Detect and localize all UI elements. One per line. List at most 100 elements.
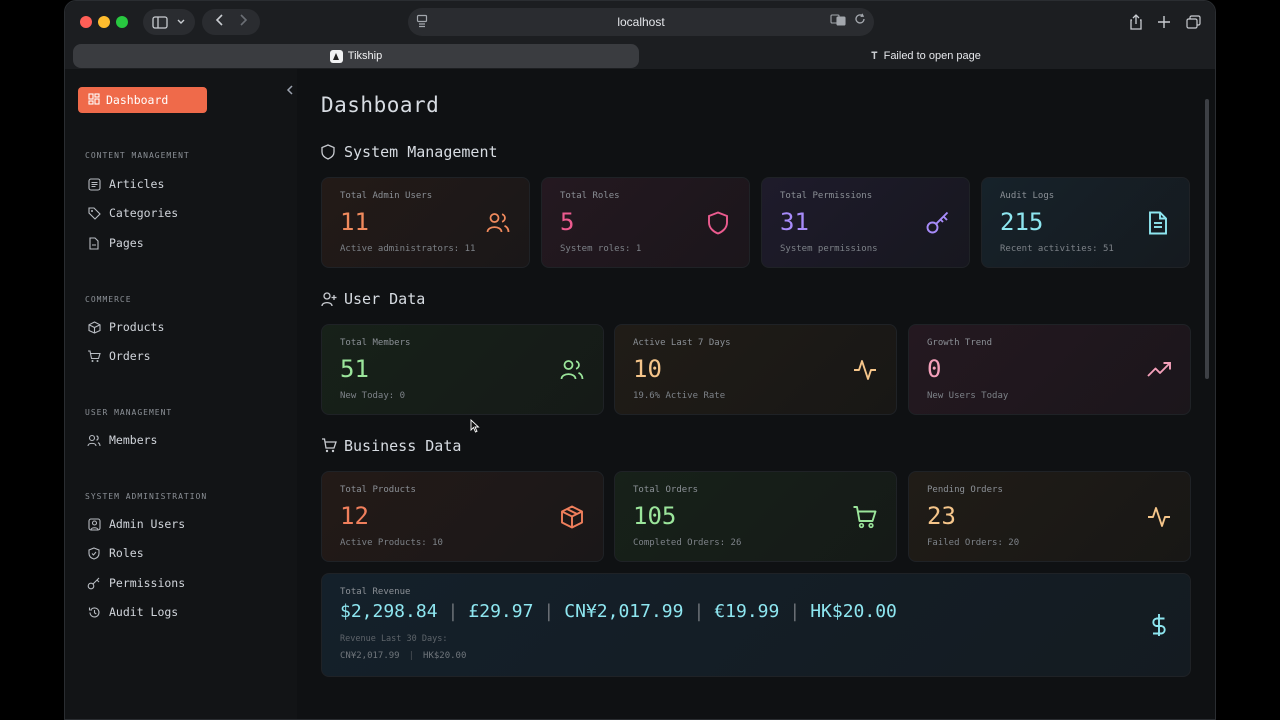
- users-icon: [560, 360, 584, 380]
- sidebar-item-label: Roles: [109, 546, 144, 560]
- sidebar-item-label: Articles: [109, 177, 165, 191]
- stat-value: 10: [633, 355, 662, 383]
- stat-card-permissions[interactable]: Total Permissions 31 System permissions: [761, 177, 970, 268]
- forward-button[interactable]: [233, 14, 253, 30]
- user-plus-icon: [321, 291, 337, 307]
- stat-card-total-products[interactable]: Total Products 12 Active Products: 10: [321, 471, 604, 562]
- sidebar-item-orders[interactable]: Orders: [87, 349, 151, 363]
- sidebar-item-audit-logs[interactable]: Audit Logs: [87, 605, 178, 619]
- stat-subtext: Completed Orders: 26: [633, 538, 742, 548]
- page-icon: [416, 14, 430, 28]
- section-title: User Data: [344, 290, 426, 308]
- browser-window: localhost Tikship 𝐓 Failed to open page: [64, 0, 1216, 720]
- chevron-left-icon: [286, 85, 293, 95]
- sidebar-item-members[interactable]: Members: [87, 433, 157, 447]
- stat-subtext: Active Products: 10: [340, 538, 443, 548]
- box-icon: [561, 505, 583, 529]
- zoom-window-button[interactable]: [116, 16, 128, 28]
- sidebar-item-categories[interactable]: Categories: [87, 206, 178, 220]
- separator: |: [543, 601, 555, 622]
- box-icon: [87, 320, 101, 334]
- stat-label: Growth Trend: [927, 338, 993, 348]
- cart-icon: [321, 438, 337, 454]
- tab-overview-button[interactable]: [1180, 9, 1206, 35]
- stat-card-total-orders[interactable]: Total Orders 105 Completed Orders: 26: [614, 471, 897, 562]
- revenue-label: Total Revenue: [340, 587, 411, 597]
- stat-label: Audit Logs: [1000, 191, 1055, 201]
- reload-icon[interactable]: [854, 13, 866, 28]
- collapse-sidebar-button[interactable]: [286, 84, 294, 99]
- stat-card-roles[interactable]: Total Roles 5 System roles: 1: [541, 177, 750, 268]
- stat-value: 0: [927, 355, 942, 383]
- sidebar: Dashboard CONTENT MANAGEMENT Articles Ca…: [65, 69, 297, 719]
- share-icon: [1130, 14, 1142, 30]
- scrollbar[interactable]: [1205, 99, 1209, 379]
- user-square-icon: [87, 517, 101, 531]
- sidebar-item-label: Admin Users: [109, 517, 186, 531]
- chevron-down-icon: [177, 19, 185, 24]
- shield-icon: [321, 144, 337, 160]
- tab-failed[interactable]: 𝐓 Failed to open page: [643, 44, 1209, 68]
- stat-value: 5: [560, 208, 575, 236]
- revenue-card[interactable]: Total Revenue $2,298.84 | £29.97 | CN¥2,…: [321, 573, 1191, 677]
- address-bar[interactable]: localhost: [408, 8, 874, 36]
- separator: |: [408, 651, 415, 661]
- sidebar-item-pages[interactable]: Pages: [87, 236, 144, 250]
- mouse-cursor-icon: [470, 419, 480, 433]
- stat-card-growth-trend[interactable]: Growth Trend 0 New Users Today: [908, 324, 1191, 415]
- section-label-commerce: COMMERCE: [85, 295, 132, 304]
- page-icon: [87, 236, 101, 250]
- revenue-30-hkd: HK$20.00: [423, 651, 467, 661]
- stat-card-admin-users[interactable]: Total Admin Users 11 Active administrato…: [321, 177, 530, 268]
- new-tab-button[interactable]: [1151, 9, 1177, 35]
- sidebar-toggle-button[interactable]: [143, 9, 195, 35]
- revenue-values: $2,298.84 | £29.97 | CN¥2,017.99 | €19.9…: [340, 601, 897, 622]
- translate-icon[interactable]: [830, 14, 846, 29]
- article-icon: [87, 177, 101, 191]
- close-window-button[interactable]: [80, 16, 92, 28]
- sidebar-item-label: Audit Logs: [109, 605, 179, 619]
- stat-value: 11: [340, 208, 369, 236]
- stat-value: 31: [780, 208, 809, 236]
- warning-favicon-icon: 𝐓: [871, 50, 878, 62]
- tabs-icon: [1185, 15, 1201, 29]
- sidebar-item-roles[interactable]: Roles: [87, 546, 144, 560]
- revenue-30-cny: CN¥2,017.99: [340, 651, 400, 661]
- sidebar-item-articles[interactable]: Articles: [87, 177, 164, 191]
- sidebar-item-label: Products: [109, 320, 165, 334]
- trending-up-icon: [1147, 362, 1171, 377]
- tab-tikship[interactable]: Tikship: [73, 44, 639, 68]
- sidebar-item-permissions[interactable]: Permissions: [87, 576, 185, 590]
- tab-title: Tikship: [347, 50, 383, 62]
- stat-label: Total Admin Users: [340, 191, 433, 201]
- sidebar-item-label: Members: [109, 433, 158, 447]
- revenue-30-days-label: Revenue Last 30 Days:: [340, 634, 448, 644]
- stat-card-total-members[interactable]: Total Members 51 New Today: 0: [321, 324, 604, 415]
- share-button[interactable]: [1123, 9, 1149, 35]
- sidebar-item-admin-users[interactable]: Admin Users: [87, 517, 185, 531]
- sidebar-item-label: Pages: [109, 236, 144, 250]
- stat-card-active-7-days[interactable]: Active Last 7 Days 10 19.6% Active Rate: [614, 324, 897, 415]
- separator: |: [693, 601, 705, 622]
- sidebar-item-label: Dashboard: [106, 93, 169, 107]
- stat-label: Total Products: [340, 485, 416, 495]
- cart-icon: [853, 506, 877, 529]
- sidebar-item-label: Categories: [109, 206, 179, 220]
- key-icon: [87, 576, 101, 590]
- dollar-icon: [1152, 614, 1166, 636]
- stat-card-pending-orders[interactable]: Pending Orders 23 Failed Orders: 20: [908, 471, 1191, 562]
- users-icon: [486, 213, 510, 233]
- sidebar-item-dashboard[interactable]: Dashboard: [78, 87, 207, 113]
- stat-subtext: System permissions: [780, 244, 878, 254]
- back-button[interactable]: [210, 14, 230, 30]
- minimize-window-button[interactable]: [98, 16, 110, 28]
- stat-label: Active Last 7 Days: [633, 338, 731, 348]
- stat-card-audit-logs[interactable]: Audit Logs 215 Recent activities: 51: [981, 177, 1190, 268]
- sidebar-item-products[interactable]: Products: [87, 320, 164, 334]
- stat-subtext: System roles: 1: [560, 244, 642, 254]
- revenue-usd: $2,298.84: [340, 601, 438, 622]
- separator: |: [789, 601, 801, 622]
- stat-value: 51: [340, 355, 369, 383]
- stat-subtext: New Today: 0: [340, 391, 406, 401]
- dashboard-icon: [88, 92, 100, 108]
